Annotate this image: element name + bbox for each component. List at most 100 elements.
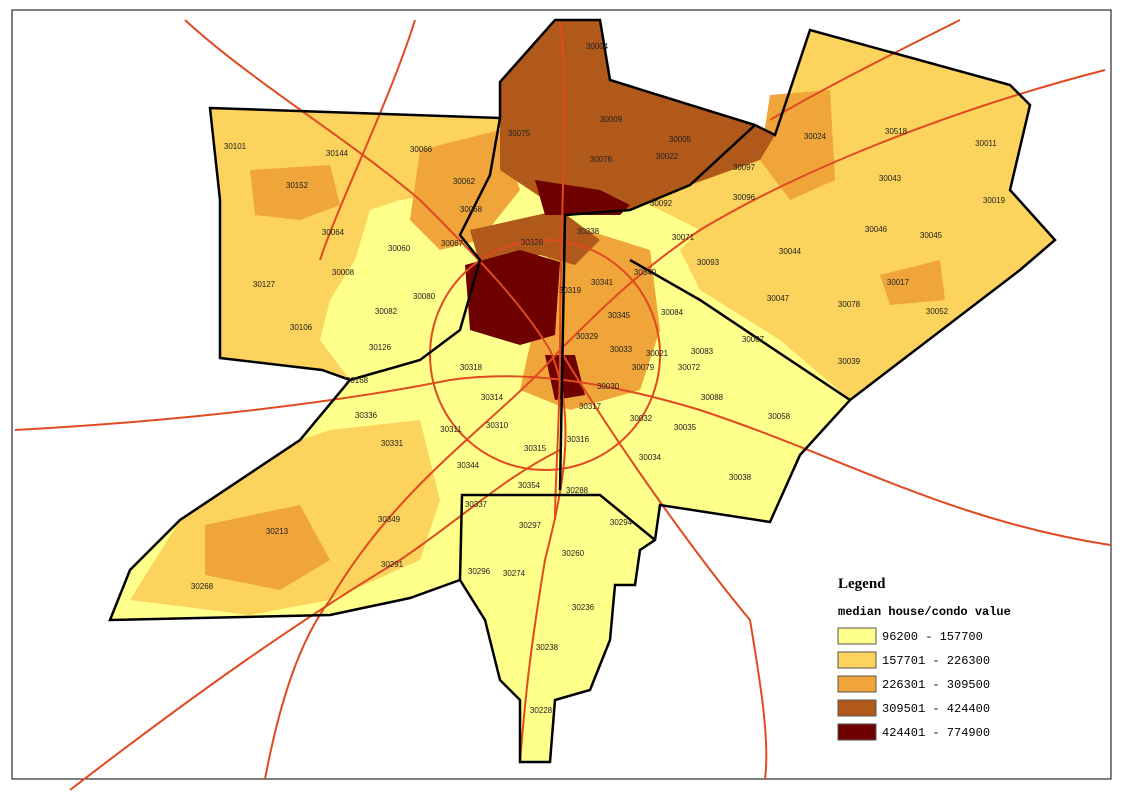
county-border (349, 117, 502, 382)
legend-swatch (837, 651, 877, 669)
zip-label: 30228 (530, 706, 553, 715)
zip-label: 30097 (733, 163, 756, 172)
region (880, 260, 945, 305)
road (769, 19, 961, 121)
zip-label: 30060 (388, 244, 411, 253)
zip-label: 30093 (697, 258, 720, 267)
zip-label: 30072 (678, 363, 701, 372)
zip-label: 30354 (518, 481, 541, 490)
zip-label: 30076 (590, 155, 613, 164)
zip-label: 30082 (375, 307, 398, 316)
zip-label: 30314 (481, 393, 504, 402)
zip-label: 30033 (610, 345, 633, 354)
county-border (558, 124, 756, 491)
county-border (629, 258, 851, 402)
road (319, 19, 416, 261)
zip-label: 30052 (926, 307, 949, 316)
zip-label: 30019 (983, 196, 1006, 205)
zip-label: 30071 (672, 233, 695, 242)
zip-label: 30288 (566, 486, 589, 495)
zip-label: 30043 (879, 174, 902, 183)
zip-label: 30340 (634, 268, 657, 277)
zip-label: 30341 (591, 278, 614, 287)
zip-label: 30039 (838, 357, 861, 366)
region (760, 90, 835, 200)
zip-label: 30238 (536, 643, 559, 652)
region (535, 180, 630, 215)
zip-label: 30047 (767, 294, 790, 303)
zip-label: 30067 (441, 239, 464, 248)
legend-swatch (837, 723, 877, 741)
zip-label: 30087 (742, 335, 765, 344)
zip-label: 30068 (460, 205, 483, 214)
zip-label: 30126 (369, 343, 392, 352)
zip-label: 30349 (378, 515, 401, 524)
zip-label: 30088 (701, 393, 724, 402)
road (554, 19, 566, 521)
region (250, 165, 340, 220)
zip-label: 30024 (804, 132, 827, 141)
outer-border (108, 18, 1057, 764)
zip-label: 30032 (630, 414, 653, 423)
legend-items: 96200 - 157700 157701 - 226300 226301 - 30… (837, 627, 990, 741)
zip-label: 30337 (465, 500, 488, 509)
road (14, 375, 1111, 546)
zip-label: 30005 (669, 135, 692, 144)
zip-label: 30046 (865, 225, 888, 234)
zip-label: 30022 (656, 152, 679, 161)
zip-label: 30296 (468, 567, 491, 576)
zip-label: 30064 (322, 228, 345, 237)
road (69, 449, 561, 791)
zip-label: 30336 (355, 411, 378, 420)
zip-label: 30152 (286, 181, 309, 190)
legend-label: 157701 - 226300 (882, 654, 990, 668)
zip-label: 30144 (326, 149, 349, 158)
legend-swatch (837, 699, 877, 717)
legend: Legend median house/condo value 96200 - … (837, 576, 1011, 741)
zip-label: 30034 (639, 453, 662, 462)
zip-label: 30008 (332, 268, 355, 277)
zip-label: 30260 (562, 549, 585, 558)
zip-label: 30294 (610, 518, 633, 527)
zip-label: 30328 (521, 238, 544, 247)
county-borders (108, 18, 1057, 764)
region (470, 210, 600, 265)
road (184, 19, 567, 763)
zip-label: 30101 (224, 142, 247, 151)
zip-label: 30291 (381, 560, 404, 569)
legend-label: 309501 - 424400 (882, 702, 990, 716)
zip-label: 30079 (632, 363, 655, 372)
zip-label: 30274 (503, 569, 526, 578)
legend-subtitle: median house/condo value (838, 605, 1011, 619)
legend-swatch (837, 675, 877, 693)
legend-swatch (837, 627, 877, 645)
zip-label: 30329 (576, 332, 599, 341)
zip-label: 30127 (253, 280, 276, 289)
legend-label: 424401 - 774900 (882, 726, 990, 740)
zip-label: 30044 (779, 247, 802, 256)
zip-label: 30011 (975, 139, 997, 148)
zip-label: 30066 (410, 145, 433, 154)
zip-label: 30106 (290, 323, 313, 332)
zip-labels: 30004 30009 30005 30075 30076 30022 30097 30024… (191, 42, 1006, 715)
zip-label: 30311 (440, 425, 462, 434)
roads (14, 19, 1111, 791)
zip-label: 30045 (920, 231, 943, 240)
zip-label: 30038 (729, 473, 752, 482)
zip-label: 30236 (572, 603, 595, 612)
road (264, 69, 1106, 780)
road (559, 349, 768, 780)
zip-label: 30168 (346, 376, 369, 385)
zip-label: 30030 (597, 382, 620, 391)
zip-label: 30075 (508, 129, 531, 138)
zip-label: 30316 (567, 435, 590, 444)
zip-label: 30009 (600, 115, 623, 124)
zip-label: 30317 (579, 402, 602, 411)
zip-label: 30518 (885, 127, 908, 136)
zip-label: 30004 (586, 42, 609, 51)
zip-label: 30058 (768, 412, 791, 421)
zip-label: 30268 (191, 582, 214, 591)
zip-label: 30083 (691, 347, 714, 356)
region (205, 505, 330, 590)
